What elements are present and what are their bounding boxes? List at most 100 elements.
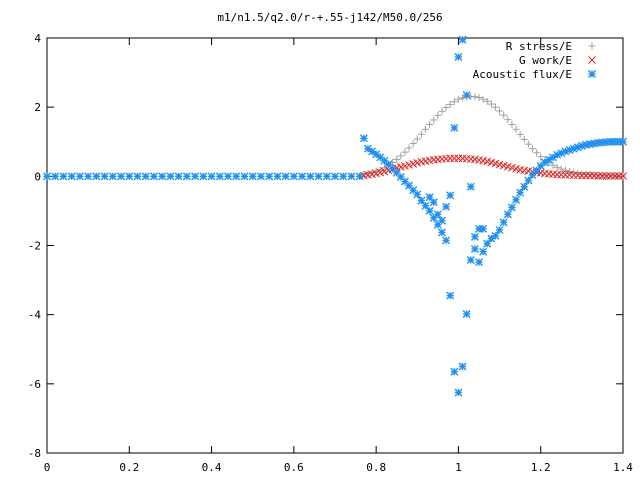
data-point [158,172,167,181]
data-point [265,172,274,181]
data-point [479,247,488,256]
series-2 [43,35,627,397]
data-point [466,182,475,191]
y-tick-label: 0 [34,170,41,183]
x-tick-label: 1.2 [531,461,551,474]
data-point [100,172,109,181]
data-point [149,172,158,181]
data-point [516,130,524,138]
axis-ticks: 0 0.2 0.4 0.6 0.8 1 1.2 1.4 4 2 0 -2 -4 -6 -8 [28,32,634,474]
data-point [224,172,233,181]
data-point [421,201,430,210]
data-point [133,172,142,181]
data-point [454,154,463,163]
data-point [393,155,401,163]
data-point [182,172,191,181]
data-point [430,116,438,124]
data-point [355,172,364,181]
legend-marker [588,70,596,78]
data-point [248,172,257,181]
data-point [450,98,458,106]
data-point [125,172,134,181]
data-point [425,206,434,215]
data-point [117,172,126,181]
data-point [503,210,512,219]
data-point [232,172,241,181]
data-point [471,93,479,101]
legend-label: R stress/E [506,40,572,53]
data-point [174,172,183,181]
legend-marker [588,56,596,64]
data-point [433,210,442,219]
data-point [549,161,557,169]
data-point [508,120,516,128]
data-point [438,107,446,115]
data-point [442,202,451,211]
data-point [422,125,430,133]
x-tick-label: 0.4 [202,461,222,474]
data-point [537,153,545,161]
data-point [520,135,528,143]
data-point [191,172,200,181]
data-point [557,165,565,173]
data-point [380,164,388,172]
y-tick-label: -2 [28,240,41,253]
x-tick-label: 1.4 [613,461,633,474]
data-point [479,95,487,103]
data-point [434,111,442,119]
data-point [207,172,216,181]
data-point [409,139,417,147]
data-point [470,232,479,241]
data-point [166,172,175,181]
data-point [401,148,409,156]
data-point [450,123,459,132]
data-point [495,225,504,234]
data-point [524,140,532,148]
data-point [499,218,508,227]
data-point [487,100,495,108]
data-point [417,196,426,205]
data-point [51,172,60,181]
data-point [372,150,381,159]
data-point [289,172,298,181]
data-point [43,172,51,181]
data-point [67,172,76,181]
data-point [442,236,451,245]
data-point [450,154,459,163]
data-point [306,172,315,181]
data-point [528,145,536,153]
data-point [507,203,516,212]
data-point [446,291,455,300]
data-point [512,195,521,204]
data-point [413,135,421,143]
data-point [446,100,454,108]
data-point [462,309,471,318]
data-point [75,172,84,181]
data-point [470,244,479,253]
series-1 [359,154,627,180]
data-point [553,163,561,171]
data-point [446,191,455,200]
data-point [84,172,93,181]
data-point [442,104,450,112]
data-point [397,152,405,160]
data-point [496,107,504,115]
data-point [512,125,520,133]
legend-label: Acoustic flux/E [473,68,572,81]
data-point [462,91,471,100]
data-point [314,172,323,181]
data-point [92,172,101,181]
data-point [240,172,249,181]
data-point [339,172,348,181]
data-point [466,256,475,265]
y-tick-label: 4 [34,32,41,45]
data-point [491,103,499,111]
data-point [256,172,265,181]
plot-frame [46,37,624,454]
data-point [359,134,368,143]
data-point [454,95,462,103]
data-point [504,116,512,124]
data-point [281,172,290,181]
data-point [322,172,331,181]
